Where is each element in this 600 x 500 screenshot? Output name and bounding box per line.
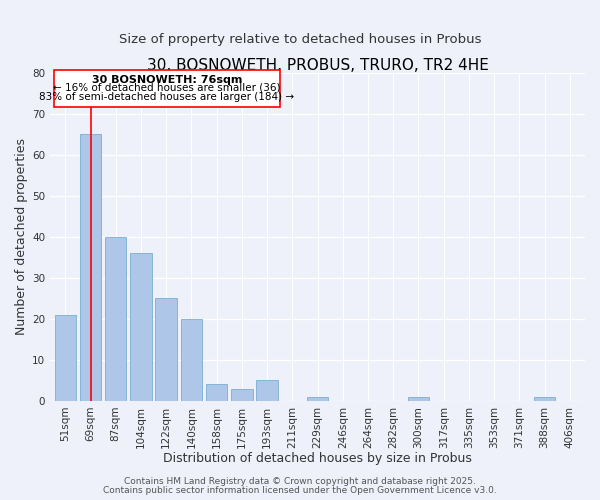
Text: Size of property relative to detached houses in Probus: Size of property relative to detached ho… xyxy=(119,32,481,46)
Bar xyxy=(105,236,127,401)
Text: Contains HM Land Registry data © Crown copyright and database right 2025.: Contains HM Land Registry data © Crown c… xyxy=(124,477,476,486)
Bar xyxy=(80,134,101,401)
Bar xyxy=(231,388,253,401)
Bar xyxy=(256,380,278,401)
Text: 83% of semi-detached houses are larger (184) →: 83% of semi-detached houses are larger (… xyxy=(39,92,295,102)
Y-axis label: Number of detached properties: Number of detached properties xyxy=(15,138,28,335)
Bar xyxy=(534,396,556,401)
Bar xyxy=(307,396,328,401)
Text: 30 BOSNOWETH: 76sqm: 30 BOSNOWETH: 76sqm xyxy=(92,74,242,85)
X-axis label: Distribution of detached houses by size in Probus: Distribution of detached houses by size … xyxy=(163,452,472,465)
Bar xyxy=(55,314,76,401)
Bar xyxy=(408,396,429,401)
Title: 30, BOSNOWETH, PROBUS, TRURO, TR2 4HE: 30, BOSNOWETH, PROBUS, TRURO, TR2 4HE xyxy=(146,58,488,72)
Bar xyxy=(130,253,152,401)
Bar xyxy=(155,298,177,401)
Bar xyxy=(181,319,202,401)
Text: Contains public sector information licensed under the Open Government Licence v3: Contains public sector information licen… xyxy=(103,486,497,495)
Text: ← 16% of detached houses are smaller (36): ← 16% of detached houses are smaller (36… xyxy=(53,83,281,93)
Bar xyxy=(206,384,227,401)
FancyBboxPatch shape xyxy=(54,70,280,108)
